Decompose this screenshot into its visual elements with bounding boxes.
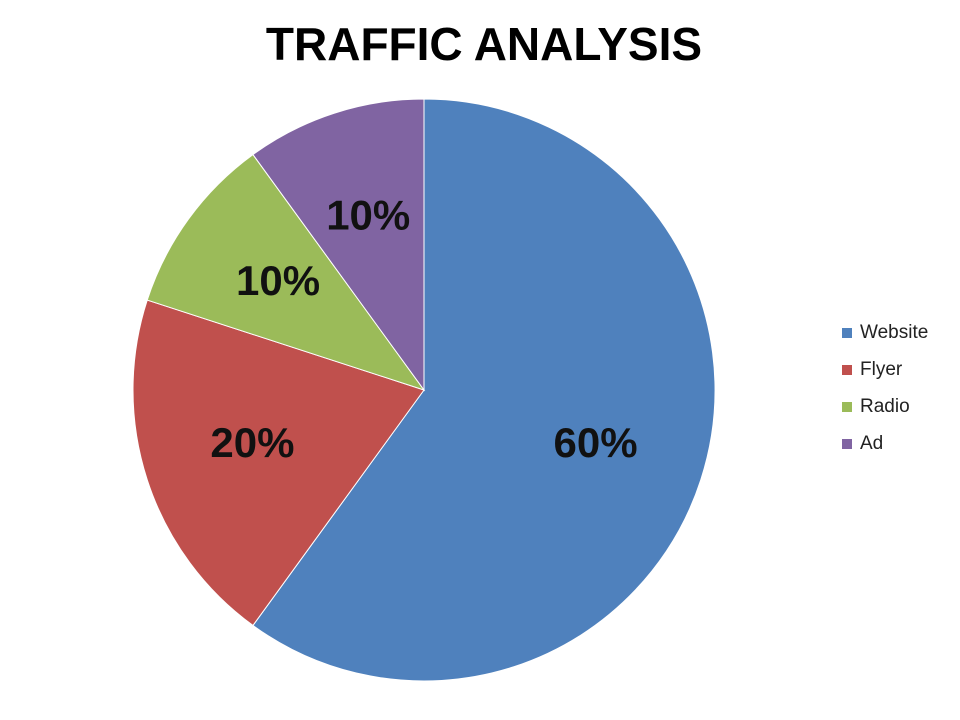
- legend-swatch: [842, 439, 852, 449]
- legend-label: Flyer: [860, 359, 903, 380]
- legend-label: Ad: [860, 433, 883, 454]
- slice-label: 60%: [554, 419, 638, 466]
- pie-slice: [146, 153, 426, 391]
- slice-label: 20%: [210, 419, 294, 466]
- pie-slice: [252, 98, 425, 392]
- legend-swatch: [842, 328, 852, 338]
- legend-swatch: [842, 402, 852, 412]
- legend-swatch: [842, 365, 852, 375]
- slice-label: 10%: [326, 192, 410, 239]
- chart-title: TRAFFIC ANALYSIS: [266, 18, 702, 70]
- legend-label: Website: [860, 322, 928, 343]
- pie-slice: [252, 98, 716, 682]
- legend-label: Radio: [860, 396, 910, 417]
- slice-label: 10%: [236, 257, 320, 304]
- pie-slice: [132, 299, 425, 627]
